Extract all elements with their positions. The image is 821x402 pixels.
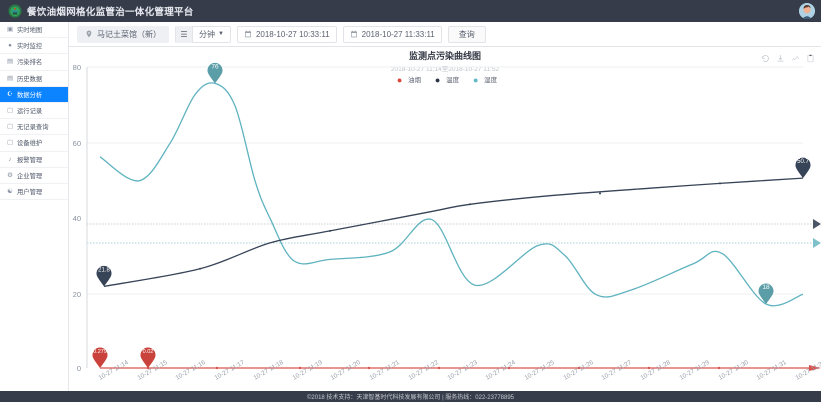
svg-text:18: 18: [762, 284, 770, 291]
svg-text:10-27 11:20: 10-27 11:20: [330, 359, 363, 382]
svg-text:10-27 11:18: 10-27 11:18: [253, 359, 286, 382]
svg-text:10-27 11:25: 10-27 11:25: [524, 359, 557, 382]
svg-text:10-27 11:21: 10-27 11:21: [369, 359, 402, 382]
svg-text:10-27 11:17: 10-27 11:17: [214, 359, 247, 382]
svg-text:21.8: 21.8: [98, 267, 110, 273]
svg-text:10-27 11:29: 10-27 11:29: [679, 359, 712, 382]
svg-text:0: 0: [77, 364, 81, 373]
svg-text:0.279: 0.279: [93, 349, 107, 355]
svg-text:10-27 11:24: 10-27 11:24: [485, 359, 518, 382]
svg-text:0.02: 0.02: [143, 349, 154, 355]
svg-text:10-27 11:16: 10-27 11:16: [175, 359, 208, 382]
svg-text:40: 40: [73, 214, 81, 223]
svg-text:10-27 11:27: 10-27 11:27: [601, 359, 634, 382]
svg-text:20: 20: [73, 290, 81, 299]
svg-text:10-27 11:32: 10-27 11:32: [795, 359, 821, 382]
svg-text:10-27 11:28: 10-27 11:28: [640, 359, 673, 382]
svg-text:76: 76: [211, 63, 219, 70]
svg-text:10-27 11:19: 10-27 11:19: [292, 359, 325, 382]
svg-text:10-27 11:22: 10-27 11:22: [408, 359, 441, 382]
svg-text:10-27 11:23: 10-27 11:23: [447, 359, 480, 382]
svg-text:50.7: 50.7: [797, 159, 809, 165]
svg-text:60: 60: [73, 139, 81, 148]
svg-text:10-27 11:30: 10-27 11:30: [718, 359, 751, 382]
svg-text:10-27 11:15: 10-27 11:15: [137, 359, 170, 382]
svg-text:80: 80: [73, 63, 81, 72]
svg-text:10-27 11:31: 10-27 11:31: [756, 359, 789, 382]
svg-text:10-27 11:26: 10-27 11:26: [563, 359, 596, 382]
